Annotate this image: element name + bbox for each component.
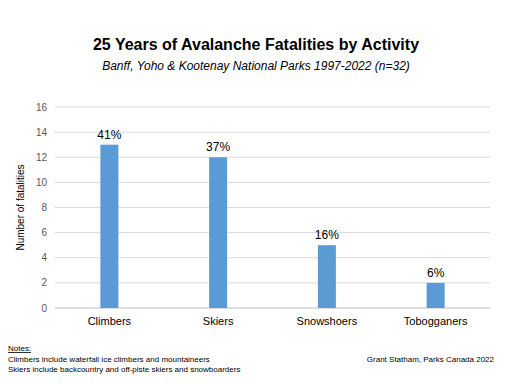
- bar-annotation: 37%: [206, 140, 230, 154]
- y-tick-label: 14: [36, 127, 48, 138]
- grid-line: [55, 107, 490, 108]
- bar: [318, 245, 336, 308]
- x-tick-label: Skiers: [203, 315, 234, 327]
- bar-annotation: 16%: [315, 228, 339, 242]
- bar-annotation: 6%: [427, 266, 445, 280]
- y-tick-label: 2: [41, 277, 47, 288]
- grid-line: [55, 207, 490, 208]
- note-line: Skiers include backcountry and off-piste…: [8, 365, 240, 374]
- background: [0, 0, 512, 384]
- grid-line: [55, 282, 490, 283]
- grid-line: [55, 232, 490, 233]
- source: Grant Statham, Parks Canada 2022: [367, 355, 495, 364]
- notes-heading: Notes:: [8, 344, 31, 353]
- bar: [209, 157, 227, 308]
- bars: [100, 145, 444, 308]
- grid-line: [55, 182, 490, 183]
- y-axis-label: Number of fatalities: [15, 164, 26, 250]
- title: 25 Years of Avalanche Fatalities by Acti…: [93, 36, 419, 53]
- y-tick-label: 0: [41, 303, 47, 314]
- bar: [100, 145, 118, 308]
- chart: 25 Years of Avalanche Fatalities by Acti…: [0, 0, 512, 384]
- y-tick-label: 10: [36, 177, 48, 188]
- x-tick-label: Snowshoers: [297, 315, 358, 327]
- note-line: Climbers include waterfall ice climbers …: [8, 355, 210, 364]
- grid-line: [55, 308, 490, 309]
- subtitle: Banff, Yoho & Kootenay National Parks 19…: [102, 59, 410, 73]
- x-tick-label: Climbers: [88, 315, 132, 327]
- y-tick-label: 12: [36, 152, 48, 163]
- y-tick-label: 6: [41, 227, 47, 238]
- y-tick-label: 4: [41, 252, 47, 263]
- grid-line: [55, 157, 490, 158]
- grid-line: [55, 257, 490, 258]
- bar-annotation: 41%: [97, 128, 121, 142]
- x-tick-label: Tobogganers: [404, 315, 468, 327]
- y-tick-label: 16: [36, 102, 48, 113]
- bar: [427, 283, 445, 308]
- y-tick-label: 8: [41, 202, 47, 213]
